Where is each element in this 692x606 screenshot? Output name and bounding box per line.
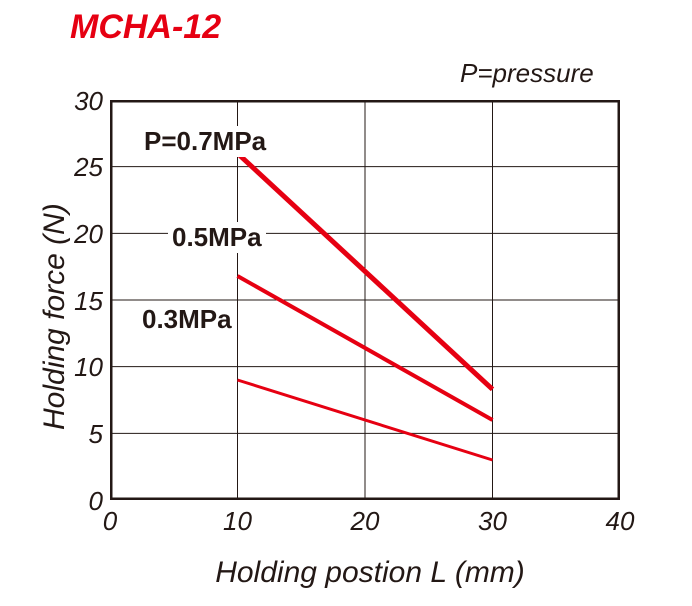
chart-title: MCHA-12: [70, 8, 221, 47]
x-tick-label: 0: [85, 506, 135, 537]
x-tick-label: 20: [340, 506, 390, 537]
series-label: 0.5MPa: [168, 222, 266, 253]
x-axis-label: Holding postion L (mm): [160, 556, 580, 590]
y-axis-label: Holding force (N): [38, 203, 72, 430]
x-tick-label: 10: [213, 506, 263, 537]
series-label: 0.3MPa: [138, 304, 236, 335]
x-tick-label: 40: [595, 506, 645, 537]
chart-subtitle: P=pressure: [460, 58, 594, 89]
series-label: P=0.7MPa: [140, 126, 270, 157]
y-tick-label: 25: [58, 152, 103, 183]
x-tick-label: 30: [468, 506, 518, 537]
plot-area: [110, 100, 620, 500]
y-tick-label: 30: [58, 86, 103, 117]
chart-canvas: { "title": { "text": "MCHA-12", "color":…: [0, 0, 692, 606]
